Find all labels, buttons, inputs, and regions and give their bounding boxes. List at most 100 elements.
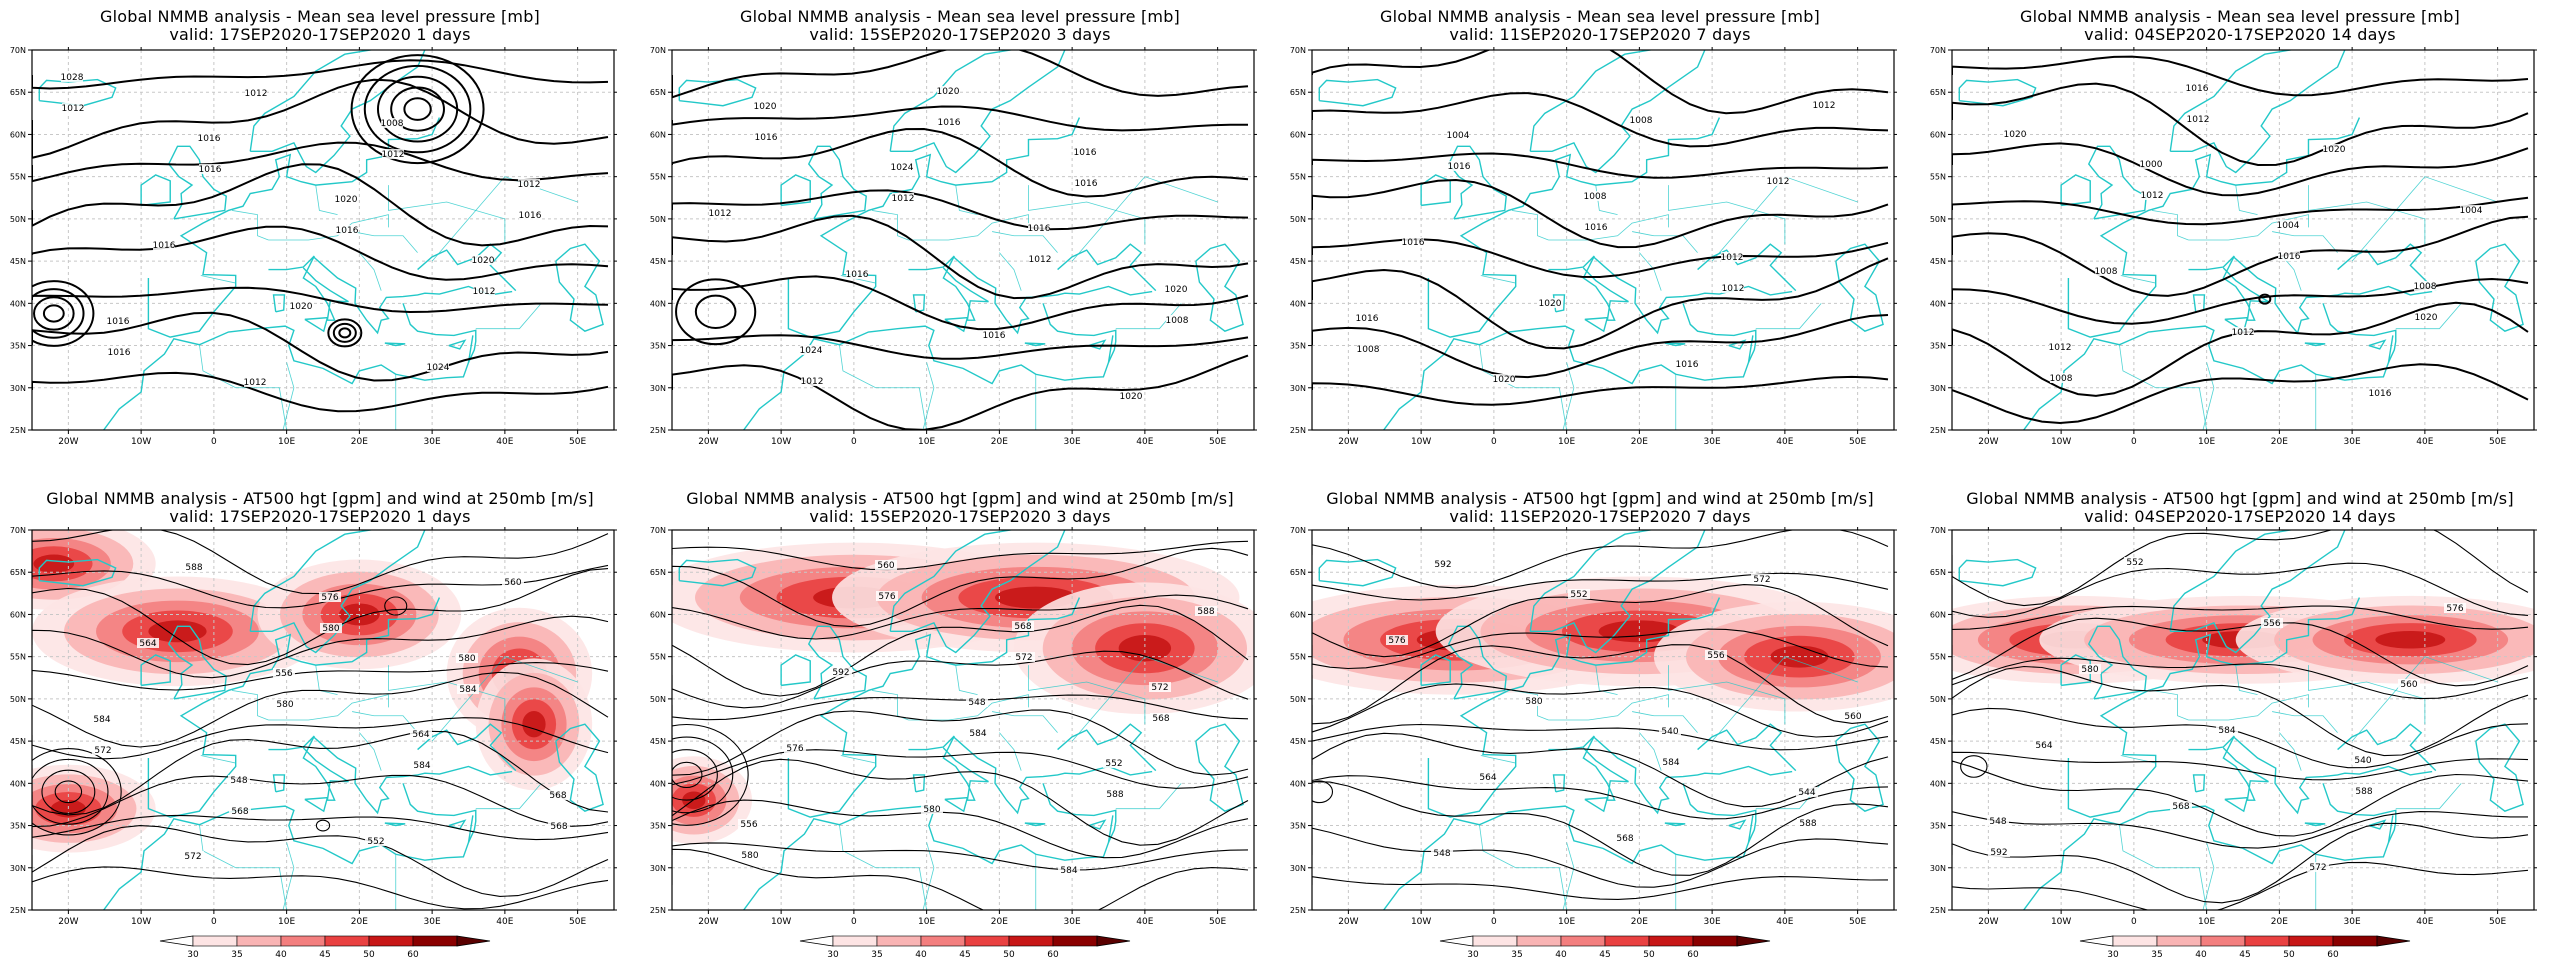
colorbar-tick-label: 30 [2107, 950, 2119, 960]
lon-tick-label: 30E [2344, 917, 2361, 927]
isoline-label: 552 [367, 837, 384, 847]
lat-tick-label: 65N [10, 568, 26, 577]
isoline-labels: 1020 1024 1016 1020 1024 1020 1016 1012 1016 1016… [709, 86, 1189, 402]
colorbar-tick-label: 50 [2283, 950, 2295, 960]
coastlines [38, 530, 604, 910]
colorbar-tick-label: 45 [2239, 950, 2250, 960]
coastlines [678, 530, 1244, 910]
lon-tick-label: 50E [1209, 437, 1226, 447]
isoline-label: 1020 [2004, 130, 2027, 140]
lat-tick-label: 70N [10, 46, 26, 55]
isolines [672, 540, 1249, 910]
jet-shading [1312, 576, 1894, 712]
axes: 20W 10W 0 10E 20E 30E 40E 50E 70N 65N 60N 55N 50N 45N… [1290, 526, 1897, 927]
lat-tick-label: 45N [1290, 737, 1306, 746]
isoline-label: 568 [1152, 714, 1169, 724]
isoline-labels: 1000 1004 1008 1012 1016 1020 1004 1008 1012 1016… [2004, 83, 2483, 399]
jet-shading [32, 530, 593, 853]
isoline-label: 1012 [709, 209, 732, 219]
lat-tick-label: 45N [10, 257, 26, 266]
lon-tick-label: 50E [2489, 917, 2506, 927]
lat-tick-label: 60N [1290, 610, 1306, 619]
isoline-label: 1016 [1676, 360, 1699, 370]
lat-tick-label: 65N [10, 88, 26, 97]
lat-tick-label: 50N [1930, 695, 1946, 704]
isoline-label: 1024 [427, 363, 450, 373]
lon-tick-label: 20E [1631, 437, 1648, 447]
isoline-label: 1012 [245, 89, 268, 99]
isoline-label: 1016 [336, 226, 359, 236]
lat-tick-label: 30N [1930, 864, 1946, 873]
lat-tick-label: 30N [1290, 384, 1306, 393]
lon-tick-label: 20W [58, 917, 78, 927]
lon-tick-label: 40E [496, 917, 513, 927]
isoline-label: 548 [1433, 849, 1450, 859]
wind-colorbar: 30 35 40 45 50 60 [159, 935, 491, 960]
isolines [672, 50, 1249, 430]
lon-tick-label: 0 [851, 437, 857, 447]
isoline-label: 588 [1799, 819, 1816, 829]
lon-tick-label: 40E [1776, 437, 1793, 447]
lat-tick-label: 45N [1930, 257, 1946, 266]
coastlines [1958, 530, 2524, 910]
coastlines [1318, 530, 1884, 910]
axes: 20W 10W 0 10E 20E 30E 40E 50E 70N 65N 60N 55N 50N 45N… [1930, 46, 2537, 447]
isoline-label: 1012 [62, 104, 85, 114]
lon-tick-label: 10W [2051, 917, 2071, 927]
isoline-label: 580 [2081, 665, 2098, 675]
isoline-label: 1016 [2278, 252, 2301, 262]
axes: 20W 10W 0 10E 20E 30E 40E 50E 70N 65N 60N 55N 50N 45N… [10, 46, 617, 447]
isoline-label: 560 [877, 561, 894, 571]
lat-tick-label: 25N [1930, 906, 1946, 915]
lon-tick-label: 20W [698, 437, 718, 447]
isoline-label: 1020 [335, 195, 358, 205]
lon-tick-label: 10E [1558, 917, 1575, 927]
isoline-label: 584 [969, 729, 986, 739]
lon-tick-label: 20E [991, 437, 1008, 447]
axes: 20W 10W 0 10E 20E 30E 40E 50E 70N 65N 60N 55N 50N 45N… [10, 526, 617, 927]
isoline-label: 1008 [381, 119, 404, 129]
lat-tick-label: 30N [1930, 384, 1946, 393]
isoline-label: 588 [1197, 607, 1214, 617]
lat-tick-label: 55N [1290, 653, 1306, 662]
isoline-label: 1016 [519, 211, 542, 221]
isoline-label: 568 [1616, 834, 1633, 844]
isoline-label: 1016 [108, 348, 131, 358]
isoline-label: 548 [1989, 817, 2006, 827]
graticule [1312, 50, 1894, 430]
lat-tick-label: 25N [10, 426, 26, 435]
lat-tick-label: 30N [10, 384, 26, 393]
panel-valid: valid: 04SEP2020-17SEP2020 14 days [2084, 507, 2396, 526]
isoline-labels: 1004 1008 1012 1016 1020 1008 1012 1016 1020 1016… [1356, 100, 1835, 385]
lat-tick-label: 50N [650, 215, 666, 224]
isoline-label: 556 [740, 820, 757, 830]
isoline-label: 580 [458, 654, 475, 664]
isolines [32, 54, 609, 413]
isoline-label: 548 [968, 698, 985, 708]
lon-tick-label: 10E [2198, 917, 2215, 927]
lat-tick-label: 65N [650, 568, 666, 577]
lon-tick-label: 50E [1849, 917, 1866, 927]
isoline-label: 580 [741, 851, 758, 861]
lat-tick-label: 40N [650, 299, 666, 308]
map-frame: 1004 1008 1012 1016 1020 1008 1012 1016 1020 1016… [1290, 46, 1897, 447]
lon-tick-label: 40E [1776, 917, 1793, 927]
isoline-label: 552 [1570, 590, 1587, 600]
isolines [1312, 50, 1889, 406]
isoline-label: 588 [1106, 790, 1123, 800]
lat-tick-label: 35N [650, 342, 666, 351]
isoline-label: 564 [412, 730, 429, 740]
panel-valid: valid: 11SEP2020-17SEP2020 7 days [1449, 507, 1751, 526]
isoline-label: 576 [1388, 636, 1405, 646]
lat-tick-label: 40N [650, 779, 666, 788]
isoline-label: 552 [1105, 759, 1122, 769]
lon-tick-label: 20W [698, 917, 718, 927]
colorbar-tick-label: 45 [959, 950, 970, 960]
coastlines [1318, 50, 1884, 430]
map-frame: 5405485525565605645685725765805845885922… [1930, 526, 2537, 960]
isoline-label: 1012 [2141, 191, 2164, 201]
colorbar-tick-label: 30 [827, 950, 839, 960]
lat-tick-label: 65N [1930, 568, 1946, 577]
map-border [1311, 529, 1895, 911]
